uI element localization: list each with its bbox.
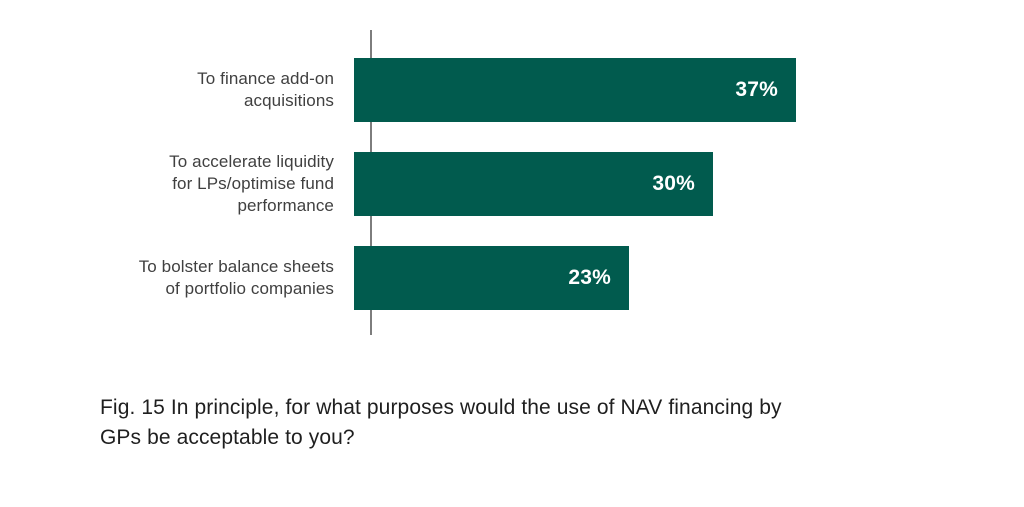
category-label: To bolster balance sheets of portfolio c… [138, 257, 334, 298]
bar: 30% [354, 152, 713, 216]
bar: 23% [354, 246, 629, 310]
category-label: To finance add-on acquisitions [197, 69, 334, 110]
bar-chart: To finance add-on acquisitions 37% To ac… [0, 30, 1024, 335]
bar-track: 30% [354, 152, 1024, 216]
bar-row: To finance add-on acquisitions 37% [0, 58, 1024, 122]
bar-value-label: 37% [735, 78, 778, 101]
bar: 37% [354, 58, 796, 122]
bar-value-label: 23% [568, 266, 611, 289]
bar-track: 23% [354, 246, 1024, 310]
bar-row: To bolster balance sheets of portfolio c… [0, 246, 1024, 310]
category-label: To accelerate liquidity for LPs/optimise… [169, 152, 334, 215]
figure-caption: Fig. 15 In principle, for what purposes … [100, 396, 782, 449]
bar-track: 37% [354, 58, 1024, 122]
bar-rows: To finance add-on acquisitions 37% To ac… [0, 58, 1024, 310]
bar-value-label: 30% [652, 172, 695, 195]
bar-row: To accelerate liquidity for LPs/optimise… [0, 152, 1024, 216]
